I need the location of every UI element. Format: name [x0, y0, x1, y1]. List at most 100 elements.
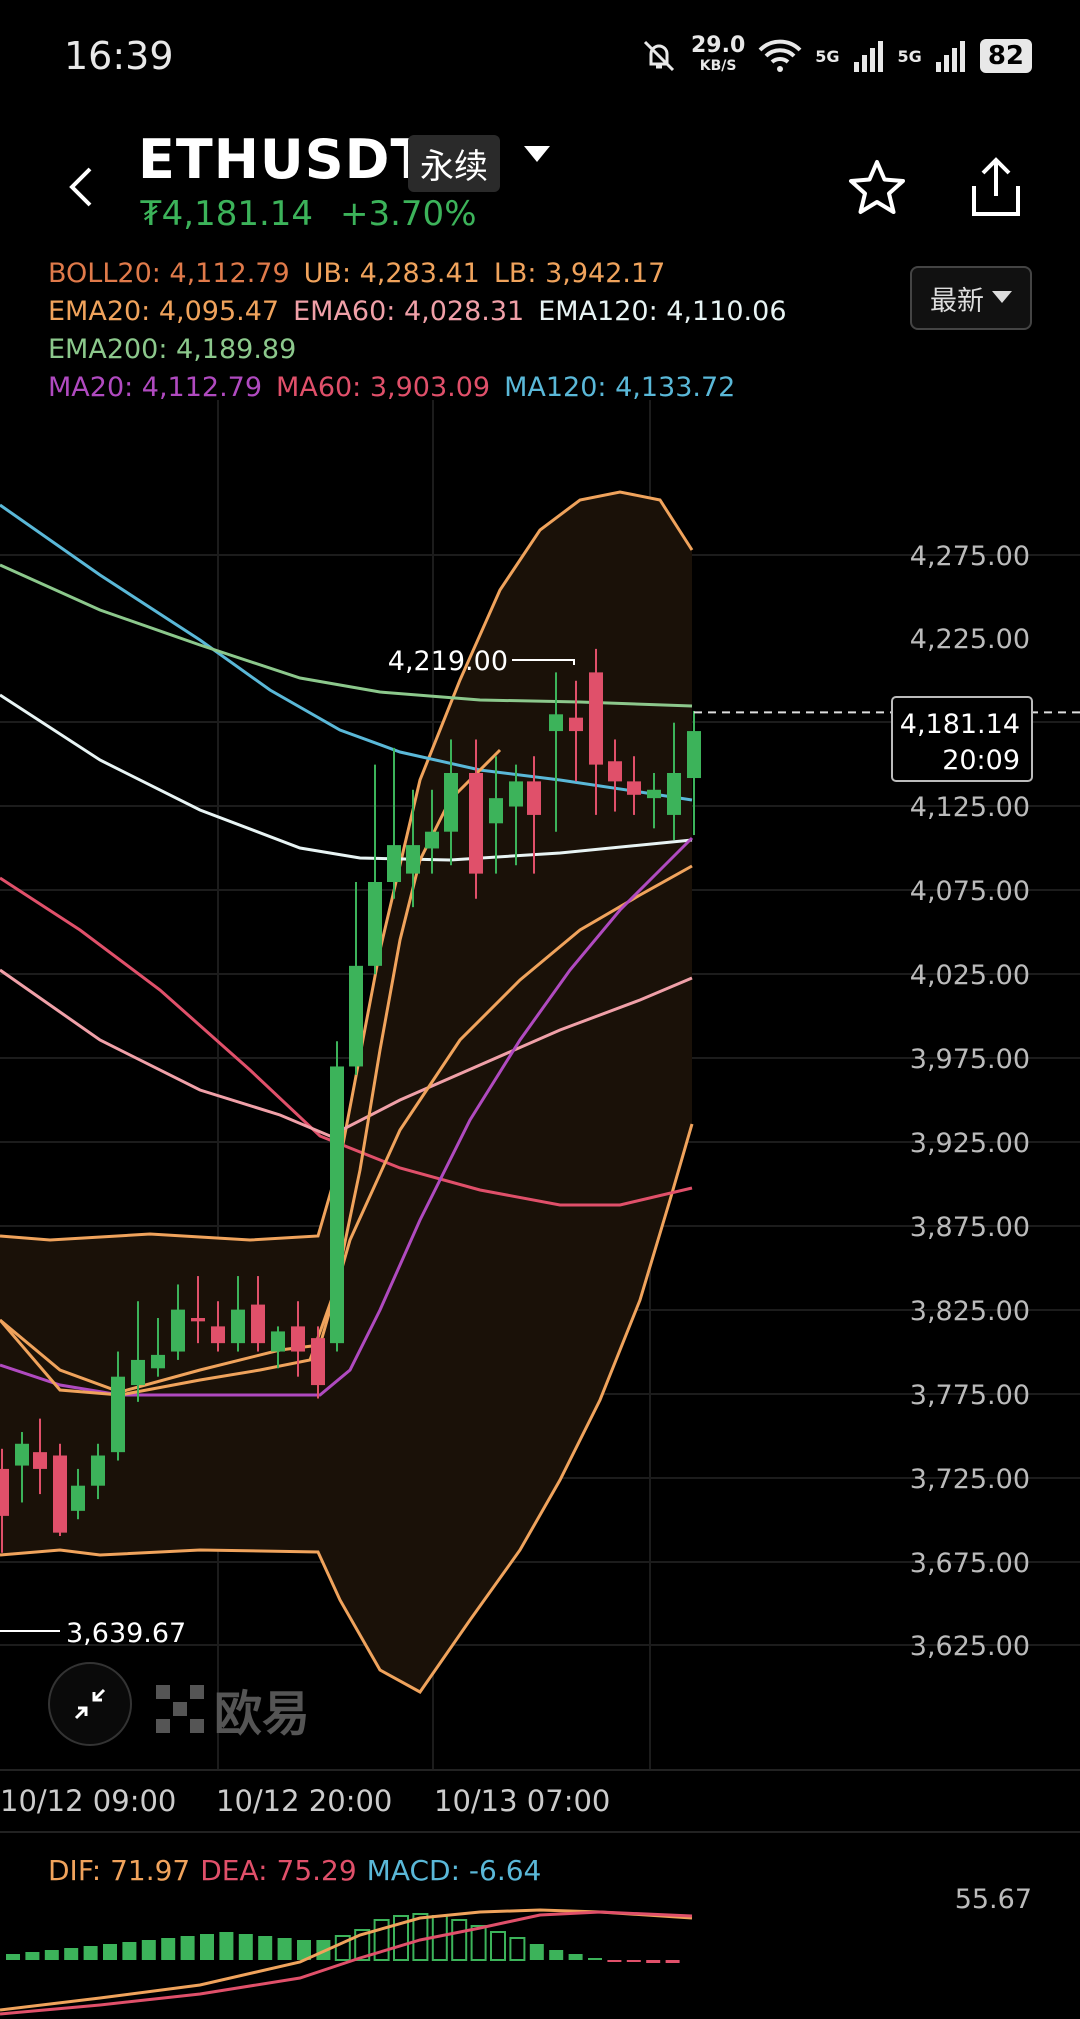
signal-icon: [853, 41, 883, 72]
price-axis-label: 4,075.00: [910, 876, 1030, 907]
share-icon[interactable]: [968, 156, 1024, 220]
okx-logo-icon: [156, 1685, 204, 1733]
macd-dif: DIF: 71.97: [48, 1854, 191, 1887]
legend-ema120: EMA120: 4,110.06: [538, 296, 787, 327]
macd-hist-bar: [588, 1958, 602, 1960]
macd-axis-value: 55.67: [954, 1884, 1032, 1915]
boll-upper-line: [0, 490, 694, 1242]
candle-body: [91, 1455, 105, 1486]
candle-body: [569, 717, 583, 732]
candle-body: [444, 773, 458, 832]
candle-body: [608, 761, 622, 782]
high-price-label: 4,219.00: [388, 646, 508, 677]
header: ETHUSDT 永续 ₮4,181.14 +3.70%: [0, 120, 1080, 250]
price-axis-label: 3,925.00: [910, 1128, 1030, 1159]
last-price: ₮4,181.14: [140, 194, 314, 234]
legend-ema20: EMA20: 4,095.47: [48, 296, 280, 327]
legend-row-ma: MA20: 4,112.79 MA60: 3,903.09 MA120: 4,133…: [48, 369, 801, 407]
price-axis-label: 3,875.00: [910, 1212, 1030, 1243]
macd-dif-line: [0, 1908, 693, 2012]
pair-title[interactable]: ETHUSDT: [138, 128, 429, 191]
caret-down-icon: [992, 291, 1012, 303]
macd-hist-bar: [25, 1952, 40, 1960]
candle-body: [111, 1376, 125, 1453]
status-time: 16:39: [64, 34, 174, 78]
candle-body: [667, 773, 681, 815]
price-axis-label: 4,125.00: [910, 792, 1030, 823]
favorite-star-icon[interactable]: [846, 158, 908, 218]
candle-body: [311, 1338, 325, 1386]
collapse-button[interactable]: [48, 1662, 132, 1746]
macd-hist-bar: [238, 1934, 253, 1960]
candle-body: [687, 731, 701, 779]
candle-body: [589, 672, 603, 765]
macd-hist-bar: [122, 1942, 137, 1960]
price-axis-label: 4,225.00: [910, 624, 1030, 655]
legend-ma60: MA60: 3,903.09: [276, 372, 491, 403]
macd-hist-bar: [141, 1940, 156, 1960]
candle-body: [15, 1443, 29, 1466]
legend-lb: LB: 3,942.17: [493, 258, 666, 289]
signal-label-1: 5G: [815, 46, 840, 66]
macd-hist-bar: [607, 1960, 622, 1962]
macd-hist-bar: [568, 1954, 583, 1960]
candle-body: [231, 1309, 245, 1344]
macd-hist-bar: [161, 1938, 176, 1960]
caret-down-icon[interactable]: [524, 146, 550, 164]
legend-row-ema200: EMA200: 4,189.89: [48, 331, 801, 369]
legend-ub: UB: 4,283.41: [303, 258, 480, 289]
macd-hist-bar: [412, 1913, 429, 1961]
macd-hist-bar: [393, 1915, 409, 1961]
candle-body: [131, 1359, 145, 1386]
macd-hist-bar: [549, 1950, 564, 1960]
macd-hist-bar: [354, 1929, 371, 1961]
macd-hist-bar: [665, 1960, 680, 1963]
time-axis-label-2: 10/12 20:00: [216, 1784, 393, 1818]
macd-hist-bar: [334, 1935, 351, 1961]
macd-hist-bar: [470, 1925, 487, 1961]
macd-hist-bar: [297, 1940, 311, 1960]
back-arrow-icon[interactable]: [66, 165, 96, 209]
candle-body: [489, 798, 503, 824]
candle-body: [0, 1468, 9, 1516]
chart-labels: 4,275.00 4,225.00 4,125.00 4,075.00 4,025.00…: [0, 541, 1080, 1662]
candle-body: [387, 845, 401, 882]
candle-body: [71, 1485, 85, 1511]
ema120-line: [0, 693, 693, 862]
price-change: +3.70%: [340, 194, 477, 234]
high-label-leader: [512, 659, 575, 665]
current-price-tag-price: 4,181.14: [900, 709, 1020, 740]
ema200-line: [0, 563, 693, 708]
candle-body: [368, 882, 382, 966]
contract-type-badge[interactable]: 永续: [408, 135, 500, 192]
current-price-tag-countdown: 20:09: [942, 745, 1020, 776]
legend-ma20: MA20: 4,112.79: [48, 372, 263, 403]
price-axis-label: 4,025.00: [910, 960, 1030, 991]
macd-hist-bar: [373, 1919, 390, 1961]
macd-dea-line: [0, 1910, 693, 2016]
macd-hist-bar: [529, 1944, 544, 1960]
macd-hist-bar: [490, 1931, 506, 1961]
candle-body: [330, 1066, 344, 1344]
price-type-dropdown[interactable]: 最新: [910, 266, 1032, 330]
macd-hist-bar: [451, 1919, 468, 1961]
candle-body: [211, 1326, 225, 1344]
candle-body: [53, 1455, 67, 1533]
status-icons: 29.0 KB/S 5G 5G 82: [639, 35, 1032, 76]
macd-hist-bar: [258, 1936, 273, 1960]
candle-body: [251, 1304, 265, 1344]
price-axis-label: 3,675.00: [910, 1548, 1030, 1579]
okx-watermark: 欧易: [156, 1674, 310, 1744]
candles: [0, 648, 701, 1553]
macd-hist-bar: [626, 1960, 641, 1962]
macd-hist-bar: [180, 1936, 195, 1960]
macd-hist-bar: [200, 1934, 214, 1960]
price-axis-label: 3,725.00: [910, 1464, 1030, 1495]
price-axis-label: 3,825.00: [910, 1296, 1030, 1327]
mute-bell-icon: [643, 40, 675, 72]
legend-row-boll: BOLL20: 4,112.79 UB: 4,283.41 LB: 3,942.17: [48, 255, 801, 293]
candle-body: [509, 781, 523, 807]
macd-hist-bar: [509, 1937, 526, 1961]
candle-body: [469, 773, 483, 874]
